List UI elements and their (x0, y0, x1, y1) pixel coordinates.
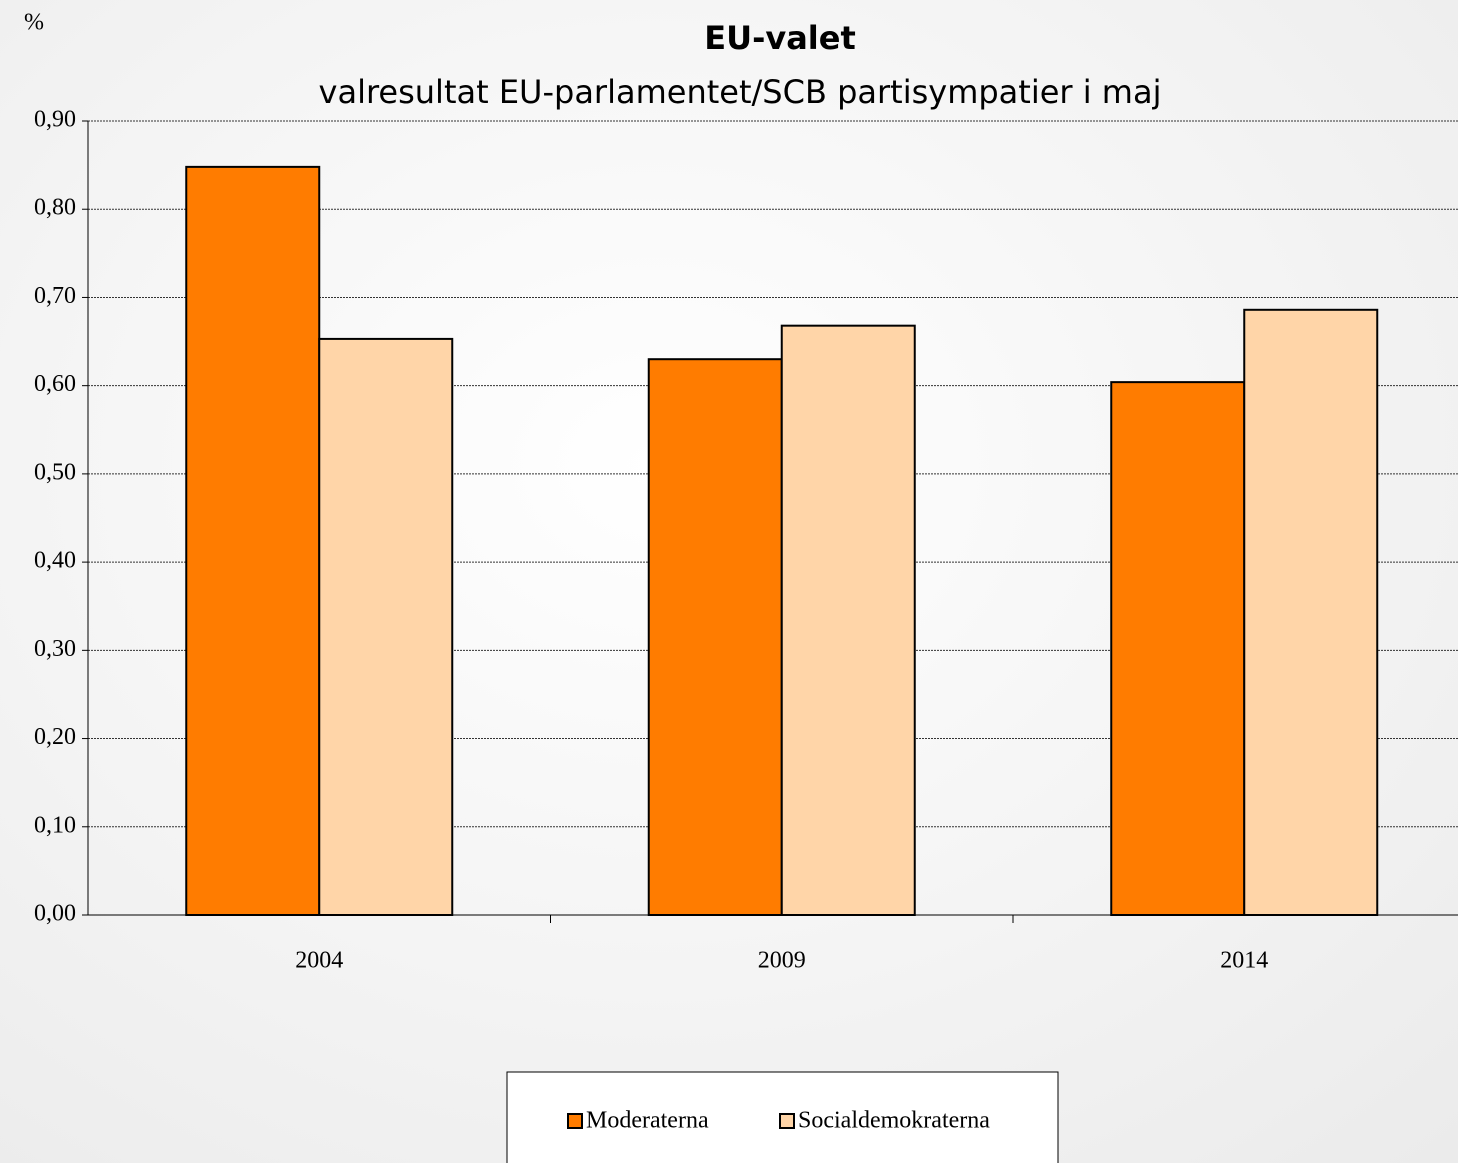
y-tick-label: 0,20 (34, 724, 76, 750)
x-tick-label: 2014 (1220, 948, 1268, 974)
y-tick-label: 0,70 (34, 283, 76, 309)
y-tick-label: 0,10 (34, 812, 76, 838)
bar (1243, 308, 1379, 917)
y-tick-label: 0,00 (34, 901, 76, 927)
x-tick-label: 2009 (758, 948, 806, 974)
y-tick-label: 0,90 (34, 107, 76, 133)
legend-swatch (779, 1113, 795, 1129)
bar (318, 337, 454, 916)
y-tick-label: 0,40 (34, 548, 76, 574)
legend-swatch (567, 1113, 583, 1129)
y-axis-label: % (24, 10, 44, 36)
chart-subtitle: valresultat EU-parlamentet/SCB partisymp… (319, 73, 1162, 111)
bar (647, 358, 783, 916)
x-tick-label: 2004 (295, 948, 343, 974)
y-tick-label: 0,60 (34, 371, 76, 397)
y-tick-label: 0,30 (34, 636, 76, 662)
y-tick-label: 0,50 (34, 459, 76, 485)
bar (780, 324, 916, 917)
bar (185, 165, 321, 916)
chart-title: EU-valet (704, 19, 856, 57)
bar (1110, 381, 1246, 917)
legend-label: Moderaterna (586, 1108, 709, 1134)
legend-label: Socialdemokraterna (798, 1108, 990, 1134)
y-tick-label: 0,80 (34, 195, 76, 221)
